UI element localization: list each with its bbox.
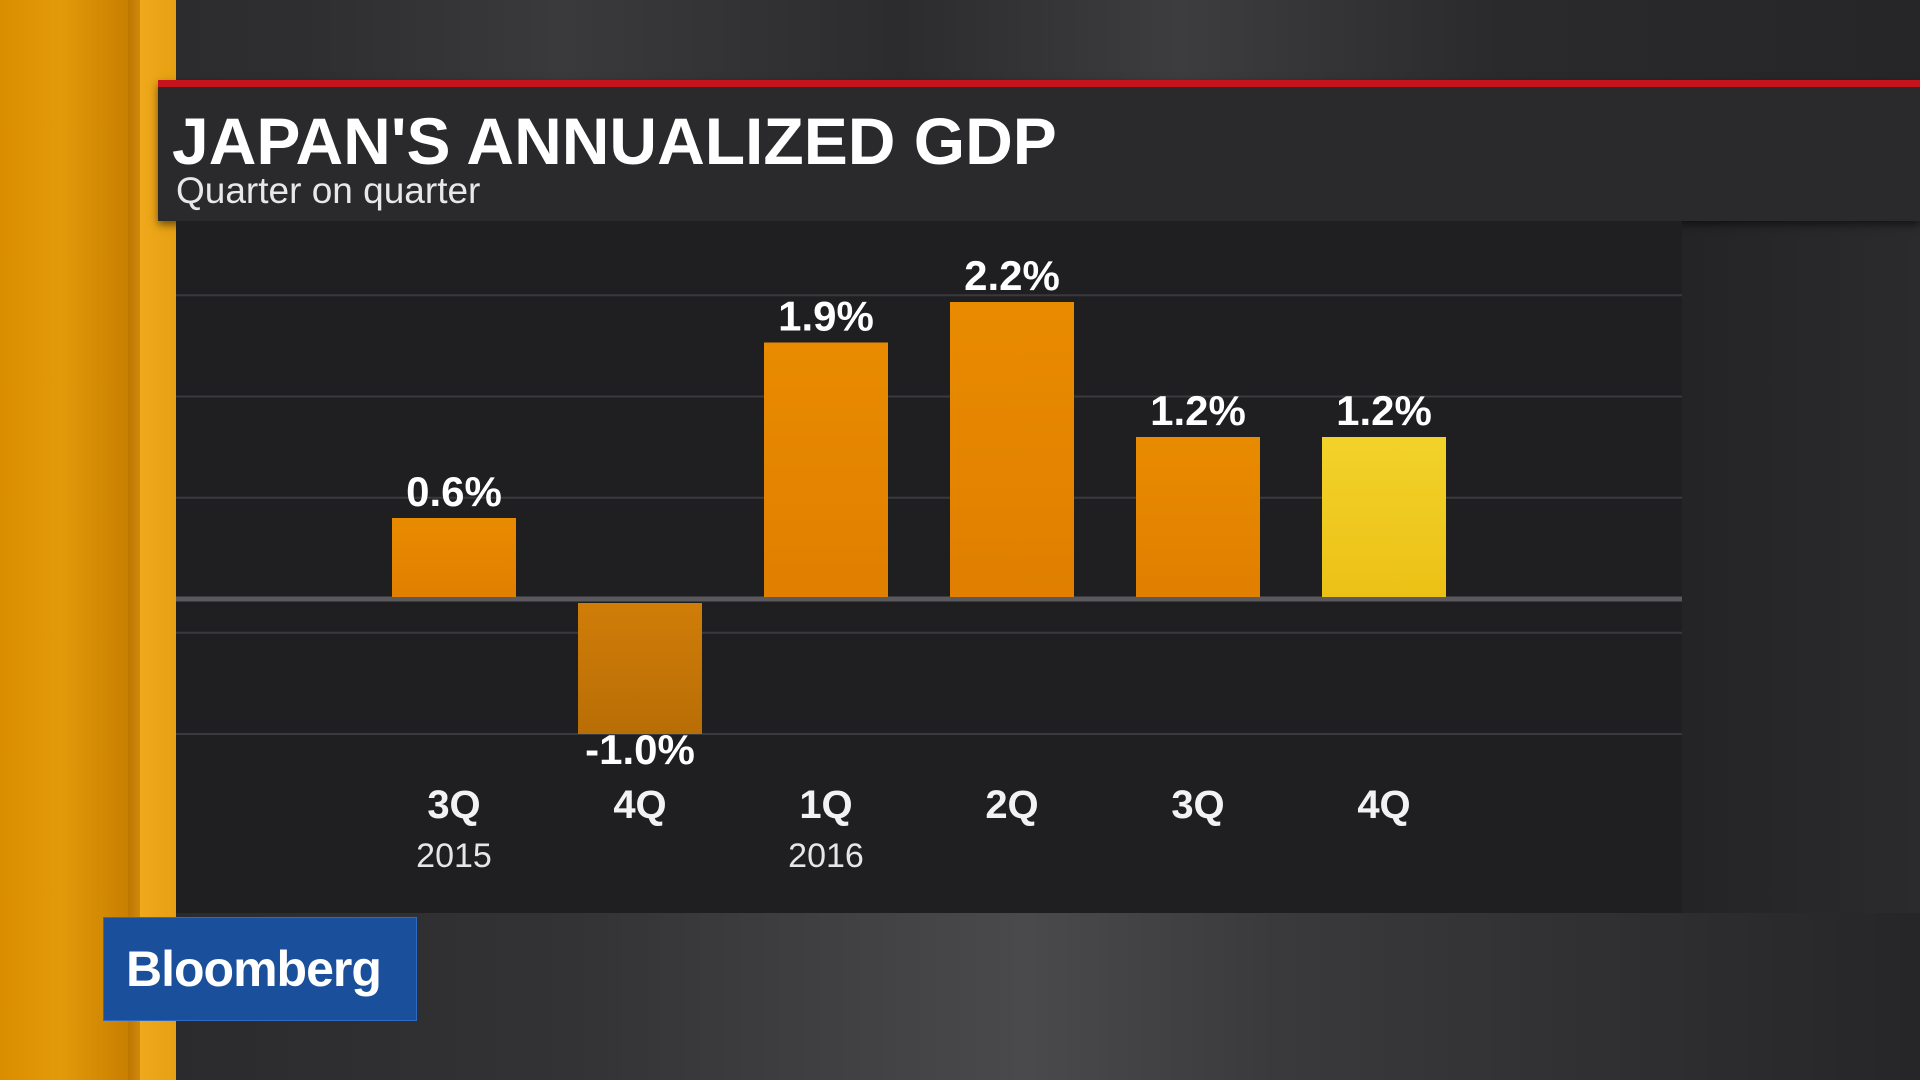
bar-2q-3 <box>950 302 1074 597</box>
value-label: 1.2% <box>1336 387 1432 434</box>
bottom-background <box>176 913 1920 1080</box>
category-label: 3Q <box>427 783 480 827</box>
chart-header: JAPAN'S ANNUALIZED GDP Quarter on quarte… <box>158 80 1920 221</box>
category-label: 2Q <box>985 783 1038 827</box>
category-label: 4Q <box>613 783 666 827</box>
stripe-edge <box>128 0 140 1080</box>
gdp-bar-chart: 0.6% 3Q 2015 -1.0% 4Q 1.9% 1Q 2016 2.2% 2Q 1.2% 3Q 1… <box>176 252 1682 875</box>
bars <box>392 302 1446 734</box>
value-label: 1.2% <box>1150 387 1246 434</box>
year-label: 2015 <box>416 837 492 875</box>
category-label: 1Q <box>799 783 852 827</box>
bar-1q-2 <box>764 342 888 597</box>
category-label: 4Q <box>1357 783 1410 827</box>
bar-4q-5 <box>1322 437 1446 597</box>
value-label: 2.2% <box>964 252 1060 299</box>
chart-subtitle: Quarter on quarter <box>176 170 481 211</box>
bar-3q-4 <box>1136 437 1260 597</box>
bloomberg-logo: Bloomberg <box>103 917 417 1021</box>
bar-4q-1 <box>578 603 702 734</box>
labels: 0.6% 3Q 2015 -1.0% 4Q 1.9% 1Q 2016 2.2% 2Q 1.2% 3Q 1… <box>406 252 1432 875</box>
left-accent-stripe <box>0 0 176 1080</box>
category-label: 3Q <box>1171 783 1224 827</box>
value-label: -1.0% <box>585 726 695 773</box>
chart-title: JAPAN'S ANNUALIZED GDP <box>172 104 1057 178</box>
year-label: 2016 <box>788 837 864 875</box>
value-label: 0.6% <box>406 468 502 515</box>
logo-text: Bloomberg <box>126 941 382 997</box>
value-label: 1.9% <box>778 293 874 340</box>
bar-3q-0 <box>392 518 516 597</box>
gridlines <box>176 294 1682 735</box>
